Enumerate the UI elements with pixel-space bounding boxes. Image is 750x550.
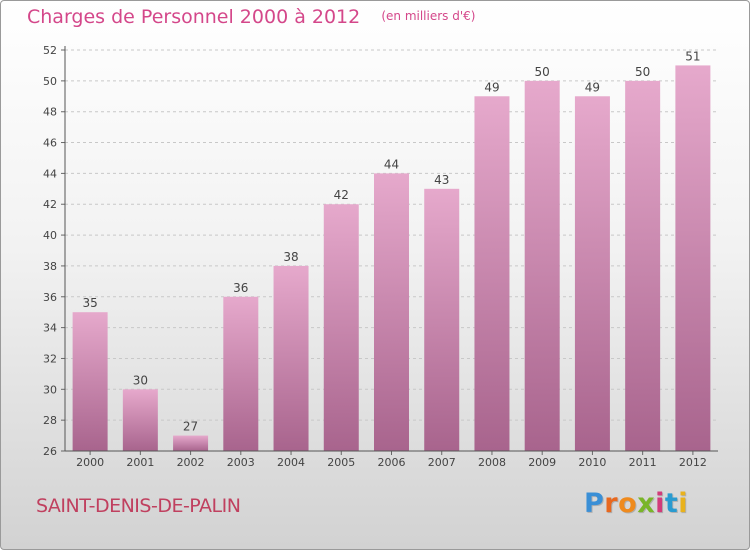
logo-letter: i	[655, 488, 665, 519]
x-tick-label: 2009	[528, 456, 556, 469]
y-tick-label: 38	[43, 260, 57, 273]
value-label: 30	[133, 373, 148, 387]
y-tick-label: 50	[43, 75, 57, 88]
x-tick-label: 2001	[126, 456, 154, 469]
logo-letter: o	[618, 488, 638, 519]
value-label: 51	[685, 49, 700, 63]
bar-2010	[574, 96, 610, 452]
y-tick-label: 52	[43, 44, 57, 57]
x-tick-label: 2011	[629, 456, 657, 469]
value-label: 50	[535, 65, 550, 79]
y-tick-label: 44	[43, 167, 57, 180]
x-tick-label: 2010	[578, 456, 606, 469]
chart-subtitle: (en milliers d'€)	[381, 9, 476, 23]
bars	[72, 65, 711, 452]
value-label: 43	[434, 173, 449, 187]
value-label: 38	[283, 250, 298, 264]
bar-2001	[122, 389, 158, 451]
bar-2011	[625, 80, 661, 451]
logo-letter: t	[664, 488, 679, 519]
y-tick-label: 40	[43, 229, 57, 242]
value-label: 35	[82, 296, 97, 310]
y-tick-label: 34	[43, 322, 57, 335]
y-tick-label: 26	[43, 445, 57, 458]
x-tick-label: 2006	[378, 456, 406, 469]
bar-2002	[173, 435, 209, 451]
bar-2006	[374, 173, 409, 451]
logo-letter: P	[584, 488, 605, 519]
y-tick-label: 42	[43, 198, 57, 211]
title-row: Charges de Personnel 2000 à 2012 (en mil…	[27, 6, 475, 28]
x-tick-label: 2004	[277, 456, 305, 469]
x-tick-label: 2000	[76, 456, 104, 469]
commune-name: SAINT-DENIS-DE-PALIN	[36, 495, 241, 517]
value-label: 44	[384, 157, 399, 171]
y-tick-label: 30	[43, 383, 57, 396]
labels: 26 28 30 32 34 36 38 40 42 44 46 48 50 52 35 2000 30 2001…	[43, 44, 707, 469]
value-label: 42	[334, 188, 349, 202]
x-tick-label: 2002	[177, 456, 205, 469]
y-tick-label: 28	[43, 414, 57, 427]
bar-2012	[675, 65, 711, 451]
x-tick-label: 2005	[327, 456, 355, 469]
y-tick-label: 46	[43, 137, 57, 150]
bar-2005	[323, 204, 359, 451]
logo-letter: r	[604, 488, 619, 519]
y-tick-label: 36	[43, 291, 57, 304]
value-label: 27	[183, 420, 198, 434]
bar-2000	[72, 312, 108, 451]
value-label: 50	[635, 65, 650, 79]
logo-letter: x	[637, 488, 656, 519]
y-tick-label: 32	[43, 352, 57, 365]
x-tick-label: 2003	[227, 456, 255, 469]
axes	[61, 46, 718, 455]
value-label: 49	[585, 80, 600, 94]
x-tick-label: 2008	[478, 456, 506, 469]
x-tick-label: 2012	[679, 456, 707, 469]
x-tick-label: 2007	[428, 456, 456, 469]
bar-2008	[474, 96, 510, 452]
chart-title: Charges de Personnel 2000 à 2012	[27, 6, 361, 28]
bar-2003	[223, 296, 259, 451]
proxiti-logo: Proxiti	[584, 488, 688, 519]
bar-2007	[424, 188, 460, 452]
y-tick-label: 48	[43, 106, 57, 119]
bar-2009	[524, 80, 560, 451]
value-label: 36	[233, 281, 248, 295]
bar-2004	[273, 265, 309, 451]
value-label: 49	[484, 80, 499, 94]
logo-letter: i	[678, 488, 689, 519]
